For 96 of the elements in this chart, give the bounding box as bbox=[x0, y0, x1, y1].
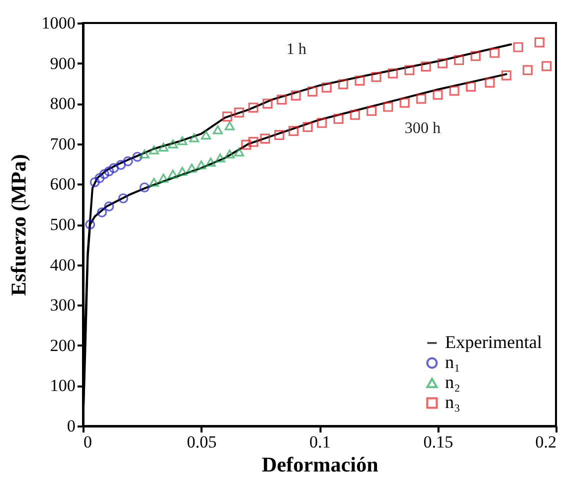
point bbox=[490, 48, 500, 58]
point bbox=[132, 152, 142, 162]
point bbox=[234, 107, 244, 118]
point bbox=[388, 68, 398, 78]
point bbox=[177, 136, 188, 146]
point bbox=[177, 166, 188, 176]
point bbox=[186, 164, 197, 173]
legend-label: n₂ bbox=[445, 372, 460, 392]
legend-label: Experimental bbox=[445, 332, 542, 352]
point bbox=[196, 160, 206, 170]
point bbox=[290, 90, 301, 101]
annotation: 1 h bbox=[286, 41, 306, 58]
point bbox=[224, 150, 235, 158]
point bbox=[383, 102, 394, 112]
point bbox=[333, 114, 344, 124]
point bbox=[432, 90, 443, 100]
point bbox=[404, 65, 414, 76]
point bbox=[262, 98, 272, 109]
x-tick-label: 0.05 bbox=[186, 432, 217, 452]
point bbox=[366, 106, 377, 116]
y-tick-label: 200 bbox=[50, 336, 76, 355]
point bbox=[158, 174, 168, 183]
point bbox=[454, 55, 464, 66]
point bbox=[200, 130, 211, 140]
y-tick-label: 1000 bbox=[42, 14, 76, 32]
point bbox=[122, 156, 133, 166]
point bbox=[501, 70, 512, 80]
point bbox=[206, 158, 216, 166]
y-axis-title: Esfuerzo (MPa) bbox=[6, 154, 30, 296]
point bbox=[118, 193, 128, 204]
point bbox=[248, 136, 258, 147]
point bbox=[94, 173, 105, 184]
y-tick-label: 100 bbox=[50, 376, 76, 396]
x-tick-label: 0.15 bbox=[423, 432, 454, 452]
x-tick-label: 0 bbox=[84, 432, 92, 452]
point bbox=[158, 142, 168, 152]
point bbox=[241, 140, 252, 150]
point bbox=[466, 82, 476, 92]
point bbox=[522, 65, 533, 76]
point bbox=[274, 130, 284, 140]
point bbox=[224, 121, 235, 130]
point bbox=[350, 110, 360, 120]
x-tick-label: 0.2 bbox=[535, 432, 556, 452]
point bbox=[248, 102, 258, 113]
y-tick-label: 700 bbox=[50, 134, 76, 154]
point bbox=[338, 79, 348, 90]
point bbox=[148, 146, 159, 154]
point bbox=[354, 76, 365, 86]
point bbox=[302, 122, 313, 132]
point bbox=[260, 134, 270, 144]
point bbox=[316, 118, 327, 128]
x-axis-title: Deformación bbox=[262, 452, 379, 476]
point bbox=[307, 86, 318, 96]
point bbox=[470, 51, 481, 62]
point bbox=[212, 125, 223, 134]
point bbox=[371, 72, 382, 82]
point bbox=[168, 139, 178, 148]
point bbox=[437, 58, 448, 68]
point bbox=[534, 37, 544, 48]
point bbox=[108, 163, 119, 174]
point bbox=[222, 112, 232, 122]
x-tick-label: 0.1 bbox=[309, 432, 331, 452]
point bbox=[513, 42, 524, 52]
point bbox=[140, 182, 150, 192]
point bbox=[99, 169, 110, 180]
point bbox=[96, 207, 107, 218]
point bbox=[416, 94, 426, 104]
legend-label: n₁ bbox=[445, 352, 460, 372]
y-tick-label: 300 bbox=[50, 296, 76, 315]
point bbox=[449, 86, 460, 96]
point bbox=[215, 154, 226, 162]
point bbox=[90, 177, 100, 188]
y-tick-label: 800 bbox=[50, 94, 76, 114]
point bbox=[85, 220, 96, 230]
point bbox=[276, 94, 287, 105]
annotation: 300 h bbox=[404, 120, 441, 137]
y-tick-label: 400 bbox=[50, 255, 76, 274]
y-tick-label: 500 bbox=[50, 215, 76, 234]
point bbox=[168, 170, 178, 179]
legend-label: n₃ bbox=[445, 392, 460, 412]
point bbox=[148, 178, 159, 187]
y-tick-label: 600 bbox=[50, 174, 76, 194]
point bbox=[234, 148, 244, 156]
y-tick-label: 900 bbox=[50, 54, 76, 73]
point bbox=[288, 126, 298, 136]
point bbox=[104, 166, 114, 176]
y-tick-label: 0 bbox=[67, 416, 76, 436]
point bbox=[140, 150, 150, 158]
point bbox=[104, 201, 114, 212]
point bbox=[189, 133, 200, 142]
point bbox=[116, 160, 126, 170]
point bbox=[542, 61, 552, 72]
point bbox=[322, 82, 332, 92]
point bbox=[484, 78, 495, 88]
point bbox=[420, 62, 431, 72]
point bbox=[400, 98, 410, 108]
